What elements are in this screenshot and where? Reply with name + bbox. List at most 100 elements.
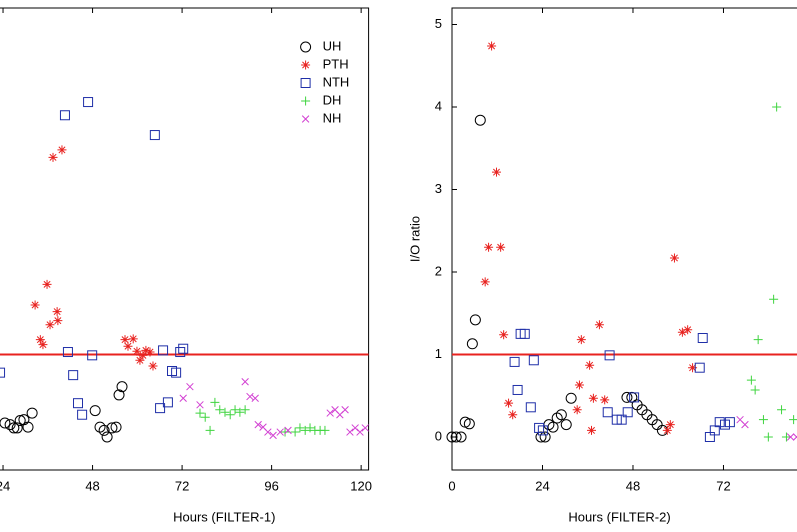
marker-circle xyxy=(463,418,475,430)
marker-circle xyxy=(551,412,563,424)
marker-circle xyxy=(98,424,110,436)
series xyxy=(446,114,668,443)
y-tick-label: 2 xyxy=(435,263,442,278)
marker-square xyxy=(622,407,633,418)
marker-circle xyxy=(547,421,559,433)
marker xyxy=(574,380,584,390)
marker-square xyxy=(175,347,186,358)
marker xyxy=(763,432,773,442)
series xyxy=(30,145,158,371)
series xyxy=(0,97,189,420)
marker xyxy=(195,408,205,418)
marker-square xyxy=(87,350,98,361)
marker-circle xyxy=(113,389,125,401)
marker xyxy=(120,335,130,345)
legend-label: NH xyxy=(323,110,342,125)
marker xyxy=(491,167,501,177)
marker-square xyxy=(724,417,735,428)
marker xyxy=(741,420,749,429)
marker-square xyxy=(73,398,84,409)
marker xyxy=(777,405,787,415)
marker xyxy=(35,335,45,345)
marker xyxy=(254,420,262,429)
marker xyxy=(264,428,272,436)
marker xyxy=(200,412,210,422)
marker xyxy=(572,405,582,415)
marker-circle xyxy=(469,314,481,326)
marker-circle xyxy=(110,421,122,433)
marker xyxy=(301,60,311,70)
series xyxy=(480,41,698,435)
marker-circle xyxy=(8,422,20,434)
marker xyxy=(508,410,518,420)
marker xyxy=(753,335,763,345)
marker-square xyxy=(62,347,73,358)
x-tick-label: 120 xyxy=(350,478,372,493)
marker xyxy=(588,393,598,403)
marker xyxy=(587,425,597,435)
marker-square xyxy=(629,392,640,403)
marker xyxy=(487,41,497,51)
marker xyxy=(123,341,133,351)
marker-square xyxy=(697,333,708,343)
marker xyxy=(351,424,359,432)
marker xyxy=(496,242,506,252)
legend-label: NTH xyxy=(323,74,350,89)
marker xyxy=(179,394,187,402)
marker xyxy=(220,407,230,417)
marker xyxy=(30,300,40,310)
x-axis-label: Hours (FILTER-2) xyxy=(568,509,670,524)
x-axis-label: Hours (FILTER-1) xyxy=(173,509,275,524)
marker-circle xyxy=(555,409,567,421)
series xyxy=(509,328,735,442)
marker-square xyxy=(714,417,725,428)
marker xyxy=(148,361,158,371)
marker xyxy=(135,355,145,365)
marker-circle xyxy=(14,415,26,426)
marker-circle xyxy=(116,381,128,393)
marker-square xyxy=(604,350,615,361)
marker-square xyxy=(178,343,189,354)
marker xyxy=(205,425,215,435)
marker xyxy=(210,397,220,407)
marker xyxy=(246,392,254,401)
marker-square xyxy=(149,130,160,141)
marker xyxy=(688,363,698,373)
marker xyxy=(251,394,259,402)
marker xyxy=(669,253,679,263)
marker xyxy=(301,96,311,106)
marker xyxy=(45,320,55,330)
legend-label: UH xyxy=(323,38,342,53)
marker xyxy=(295,423,305,433)
marker xyxy=(677,327,687,337)
marker xyxy=(361,424,369,432)
marker-square xyxy=(537,425,548,436)
marker xyxy=(576,335,586,345)
marker xyxy=(269,431,277,440)
marker xyxy=(683,325,693,335)
marker xyxy=(594,320,604,330)
marker xyxy=(290,427,300,437)
marker-square xyxy=(616,414,627,425)
marker xyxy=(480,277,490,287)
marker-circle xyxy=(621,391,633,403)
x-tick-label: 48 xyxy=(626,478,640,493)
marker xyxy=(300,425,310,435)
marker xyxy=(235,407,245,417)
marker xyxy=(141,345,151,355)
marker-square xyxy=(534,422,545,433)
marker xyxy=(772,102,782,112)
marker xyxy=(48,152,58,162)
marker xyxy=(230,405,240,415)
marker-square xyxy=(83,97,94,108)
marker xyxy=(196,401,204,409)
marker xyxy=(758,415,768,425)
marker-circle xyxy=(94,421,106,433)
y-tick-label: 5 xyxy=(435,16,442,31)
marker xyxy=(241,377,249,386)
marker-square xyxy=(155,403,166,414)
marker xyxy=(138,350,148,360)
marker xyxy=(665,420,675,430)
y-tick-label: 0 xyxy=(435,428,442,443)
marker-square xyxy=(162,397,173,408)
